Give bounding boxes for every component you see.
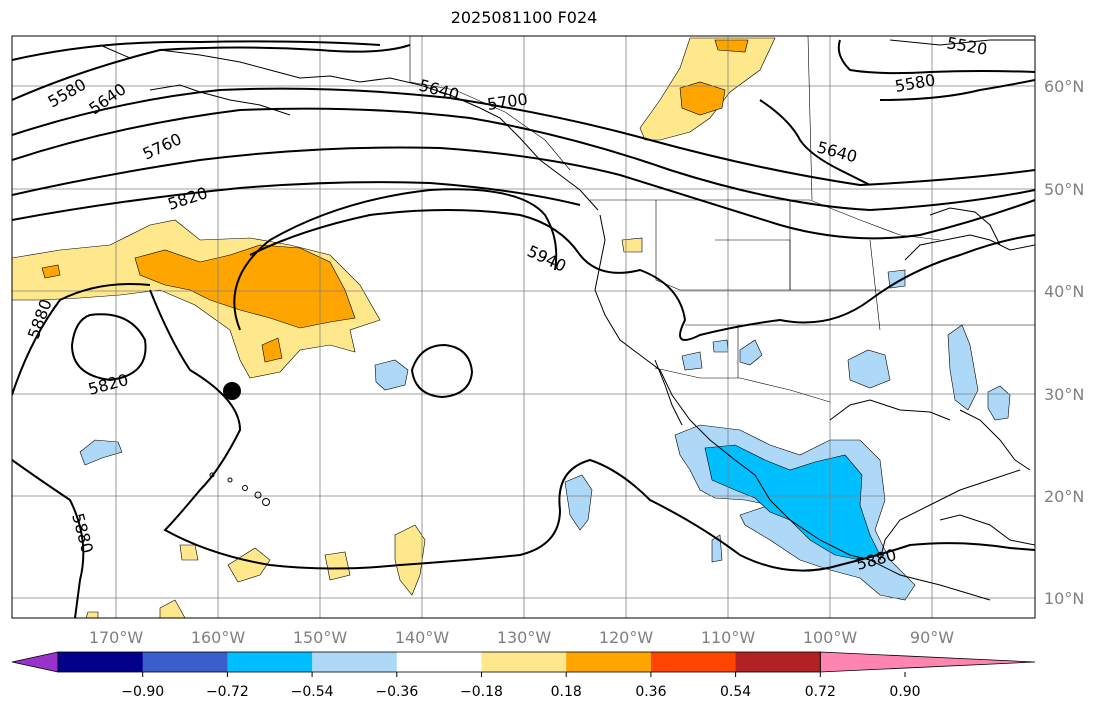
lat-label: 10°N: [1044, 589, 1084, 608]
colorbar-tick-label: −0.54: [291, 684, 334, 700]
latitude-labels: 60°N 50°N 40°N 30°N 20°N 10°N: [1044, 77, 1084, 608]
colorbar-segment: [142, 652, 228, 672]
colorbar-tick-label: 0.72: [805, 684, 836, 700]
colorbar: −0.90 −0.72 −0.54 −0.36 −0.18 0.18 0.36 0.54 0.7…: [11, 651, 1036, 700]
lon-label: 100°W: [803, 628, 858, 647]
colorbar-outline: [57, 651, 821, 673]
longitude-labels: 170°W 160°W 150°W 140°W 130°W 120°W 110°…: [89, 628, 954, 647]
colorbar-segment: [735, 652, 821, 672]
colorbar-tick-label: 0.18: [551, 684, 582, 700]
lat-label: 40°N: [1044, 282, 1084, 301]
height-contours: [12, 39, 1035, 618]
map-title: 2025081100 F024: [450, 8, 598, 27]
colorbar-tick-label: −0.18: [460, 684, 503, 700]
lon-label: 120°W: [599, 628, 654, 647]
colorbar-extend-max: [819, 651, 1036, 673]
colorbar-extend-min: [11, 651, 59, 673]
lat-label: 20°N: [1044, 487, 1084, 506]
colorbar-tick-label: −0.72: [206, 684, 249, 700]
contour-label: 5520: [945, 33, 988, 59]
lon-label: 170°W: [89, 628, 144, 647]
colorbar-tick-label: 0.54: [720, 684, 751, 700]
colorbar-segment: [650, 652, 737, 672]
storm-center-marker: [223, 382, 241, 400]
colorbar-segment: [396, 652, 482, 672]
positive-anomaly-fill: [12, 37, 776, 618]
lon-label: 140°W: [395, 628, 450, 647]
lon-label: 150°W: [293, 628, 348, 647]
map-frame: [11, 35, 1036, 619]
lon-label: 110°W: [701, 628, 756, 647]
colorbar-segment: [227, 652, 313, 672]
colorbar-segment: [566, 652, 652, 672]
colorbar-tick-label: 0.90: [889, 684, 920, 700]
lat-label: 30°N: [1044, 385, 1084, 404]
lat-label: 50°N: [1044, 180, 1084, 199]
graticule: [12, 36, 1035, 618]
colorbar-segment: [58, 652, 144, 672]
lat-label: 60°N: [1044, 77, 1084, 96]
lon-label: 90°W: [910, 628, 954, 647]
colorbar-segment: [481, 652, 567, 672]
colorbar-tick-label: 0.36: [635, 684, 666, 700]
colorbar-tick-label: −0.90: [121, 684, 164, 700]
lon-label: 130°W: [497, 628, 552, 647]
colorbar-tick-label: −0.36: [375, 684, 418, 700]
lon-label: 160°W: [191, 628, 246, 647]
colorbar-segment: [312, 652, 398, 672]
